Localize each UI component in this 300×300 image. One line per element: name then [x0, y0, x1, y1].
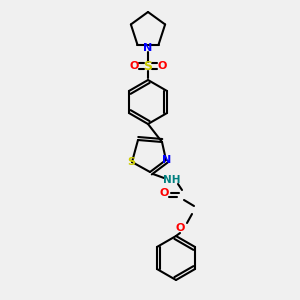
Text: O: O — [157, 61, 167, 71]
Text: O: O — [129, 61, 139, 71]
Text: N: N — [162, 155, 172, 165]
Text: O: O — [175, 223, 185, 233]
Text: S: S — [127, 157, 135, 167]
Text: N: N — [143, 43, 153, 53]
Text: S: S — [143, 59, 152, 73]
Text: O: O — [159, 188, 169, 198]
Text: NH: NH — [163, 175, 181, 185]
